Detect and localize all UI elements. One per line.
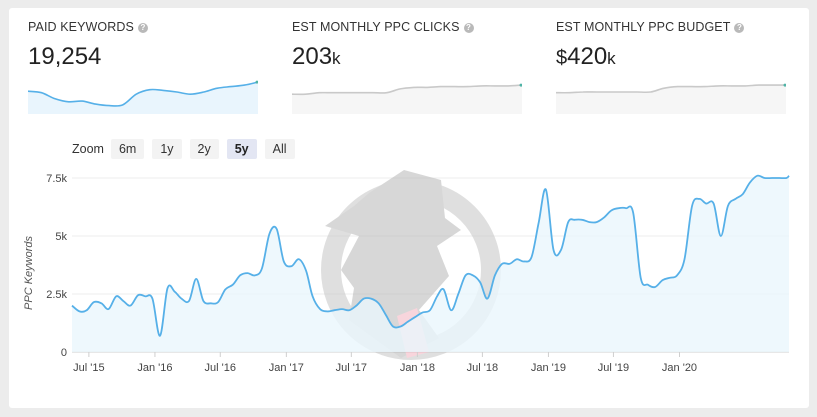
x-tick-label: Jan '16 — [137, 362, 172, 374]
zoom-all-button[interactable]: All — [264, 139, 295, 159]
help-icon[interactable]: ? — [463, 23, 474, 33]
x-tick-label: Jul '18 — [467, 362, 498, 374]
zoom-6m-button[interactable]: 6m — [110, 139, 145, 159]
metric-label: EST MONTHLY PPC BUDGET? — [556, 20, 745, 34]
y-axis-label: PPC Keywords — [23, 236, 35, 310]
sparkline-end-point — [519, 83, 522, 87]
x-tick-label: Jul '15 — [73, 362, 104, 374]
x-tick-label: Jan '17 — [269, 362, 304, 374]
y-tick-label: 0 — [61, 347, 67, 359]
sparkline-ppc-clicks — [292, 83, 522, 114]
sparkline-line — [556, 84, 786, 94]
zoom-controls: Zoom 6m 1y 2y 5y All — [72, 139, 303, 159]
sparkline-fill — [292, 85, 522, 114]
y-tick-label: 7.5k — [46, 173, 67, 185]
metric-value: 203k — [292, 43, 341, 70]
ppc-keywords-chart: 0 2.5k 5k 7.5k Jul '15 Jan '16 Jul '16 Jan '17… — [23, 170, 790, 374]
sparkline-ppc-budget — [556, 83, 786, 114]
area-series — [71, 174, 790, 352]
zoom-2y-button[interactable]: 2y — [189, 139, 219, 159]
x-axis-ticks: Jul '15 Jan '16 Jul '16 Jan '17 Jul '17 Jan '… — [73, 352, 697, 374]
zoom-label: Zoom — [72, 142, 104, 156]
series-line — [71, 174, 790, 337]
sparkline-paid-keywords — [28, 80, 258, 114]
zoom-1y-button[interactable]: 1y — [152, 139, 182, 159]
x-tick-label: Jan '19 — [531, 362, 566, 374]
sparkline-end-point — [255, 80, 258, 84]
ppc-overview-card: PAID KEYWORDS? 19,254 EST MONTHLY PPC CL… — [9, 8, 809, 408]
help-icon[interactable]: ? — [137, 23, 148, 33]
metric-value: $420k — [556, 43, 616, 70]
sparkline-end-point — [783, 83, 786, 87]
y-axis-ticks: 0 2.5k 5k 7.5k — [46, 173, 67, 359]
sparkline-line — [292, 84, 522, 96]
x-tick-label: Jul '17 — [336, 362, 367, 374]
help-icon[interactable]: ? — [734, 23, 745, 33]
zoom-5y-button[interactable]: 5y — [226, 139, 257, 159]
sparkline-line — [28, 81, 258, 107]
y-tick-label: 2.5k — [46, 289, 67, 301]
metric-label: EST MONTHLY PPC CLICKS? — [292, 20, 474, 34]
x-tick-label: Jul '19 — [598, 362, 629, 374]
x-tick-label: Jul '16 — [205, 362, 236, 374]
metric-value: 19,254 — [28, 43, 102, 70]
x-tick-label: Jan '18 — [400, 362, 435, 374]
y-tick-label: 5k — [55, 231, 67, 243]
sparkline-fill — [28, 82, 258, 114]
metric-label: PAID KEYWORDS? — [28, 20, 148, 34]
x-tick-label: Jan '20 — [662, 362, 697, 374]
series-area-fill — [72, 175, 789, 352]
